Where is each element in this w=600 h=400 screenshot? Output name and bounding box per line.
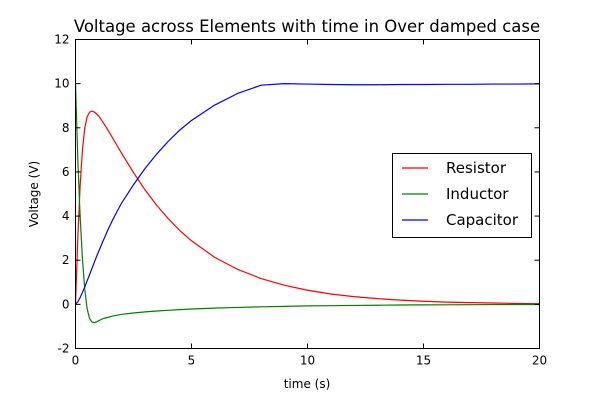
y-tick-label: -2 <box>58 342 70 356</box>
y-tick-label: 0 <box>62 297 70 311</box>
y-tick-label: 4 <box>62 209 70 223</box>
y-tick-label: 8 <box>62 121 70 135</box>
y-tick-label: 2 <box>62 253 70 267</box>
x-tick-label: 20 <box>532 354 547 368</box>
legend-box <box>392 153 532 238</box>
series-line-inductor <box>74 83 540 324</box>
y-tick-label: 12 <box>54 33 69 47</box>
y-tick-label: 6 <box>62 165 70 179</box>
series-line-resistor <box>74 110 540 305</box>
series-line-capacitor <box>75 83 540 305</box>
x-tick-label: 0 <box>72 354 80 368</box>
legend: Resistor Inductor Capacitor <box>392 153 532 238</box>
y-axis-label: Voltage (V) <box>27 161 41 227</box>
x-axis-label: time (s) <box>284 377 331 391</box>
series-layer <box>74 83 540 324</box>
chart-title: Voltage across Elements with time in Ove… <box>74 17 540 36</box>
y-tick-label: 10 <box>54 77 69 91</box>
x-tick-label: 10 <box>300 354 315 368</box>
legend-label-inductor: Inductor <box>446 185 509 203</box>
legend-label-capacitor: Capacitor <box>446 211 519 229</box>
x-tick-label: 15 <box>416 354 431 368</box>
legend-label-resistor: Resistor <box>446 159 507 177</box>
x-tick-label: 5 <box>188 354 196 368</box>
